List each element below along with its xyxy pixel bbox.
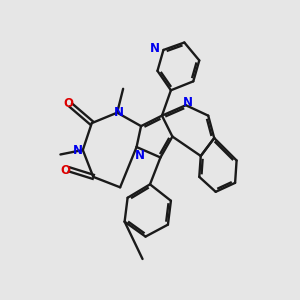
Text: N: N xyxy=(72,143,82,157)
Text: N: N xyxy=(149,42,160,55)
Text: N: N xyxy=(183,96,193,109)
Text: N: N xyxy=(135,149,145,162)
Text: O: O xyxy=(63,97,73,110)
Text: N: N xyxy=(114,106,124,119)
Text: O: O xyxy=(61,164,71,177)
